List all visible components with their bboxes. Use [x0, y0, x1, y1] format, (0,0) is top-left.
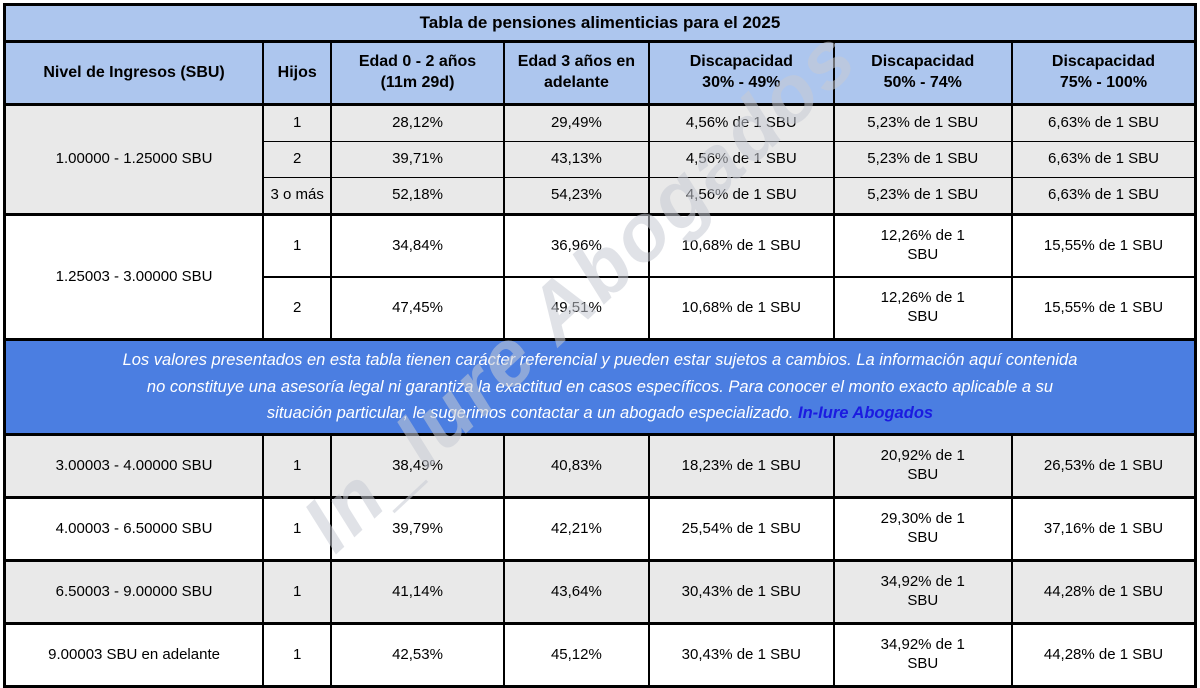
column-header-row: Nivel de Ingresos (SBU) Hijos Edad 0 - 2 a…: [3, 40, 1197, 105]
disc-30-49-cell: 10,68% de 1 SBU: [648, 213, 835, 277]
edad-0-2-cell: 47,45%: [330, 276, 505, 340]
column-header-edad-0-2: Edad 0 - 2 años (11m 29d): [330, 40, 505, 105]
edad-0-2-cell: 41,14%: [330, 559, 505, 624]
disc-75-100-cell: 44,28% de 1 SBU: [1010, 622, 1197, 687]
edad-3-cell: 40,83%: [502, 433, 651, 498]
disc-75-100-cell: 6,63% de 1 SBU: [1010, 141, 1197, 178]
column-header-income: Nivel de Ingresos (SBU): [3, 40, 265, 105]
page-title: Tabla de pensiones alimenticias para el …: [3, 4, 1197, 42]
income-range-cell: 3.00003 - 4.00000 SBU: [3, 433, 265, 498]
table-row: 6.50003 - 9.00000 SBU 1 41,14% 43,64% 30,43%…: [3, 559, 1197, 624]
disc-50-74-cell: 20,92% de 1 SBU: [832, 433, 1013, 498]
disc-75-100-cell: 26,53% de 1 SBU: [1010, 433, 1197, 498]
edad-3-cell: 29,49%: [502, 103, 651, 142]
disc-50-74-cell: 5,23% de 1 SBU: [832, 141, 1013, 178]
disc-30-49-cell: 4,56% de 1 SBU: [648, 141, 835, 178]
disclaimer-band: Los valores presentados en esta tabla ti…: [3, 338, 1197, 435]
column-header-disc-50-74: Discapacidad 50% - 74%: [832, 40, 1013, 105]
disclaimer-line-3-text: situación particular, le sugerimos conta…: [266, 404, 794, 423]
hijos-cell: 2: [262, 276, 333, 340]
edad-3-cell: 54,23%: [502, 177, 651, 215]
edad-3-cell: 45,12%: [502, 622, 651, 687]
edad-3-cell: 42,21%: [502, 496, 651, 561]
disclaimer-line-1: Los valores presentados en esta tabla ti…: [122, 351, 1078, 370]
hijos-cell: 1: [262, 622, 333, 687]
hijos-cell: 1: [262, 103, 333, 142]
column-header-disc-75-100: Discapacidad 75% - 100%: [1010, 40, 1197, 105]
income-range-cell: 6.50003 - 9.00000 SBU: [3, 559, 265, 624]
column-header-edad-3: Edad 3 años en adelante: [502, 40, 651, 105]
table-row: 3.00003 - 4.00000 SBU 1 38,49% 40,83% 18,23%…: [3, 433, 1197, 498]
disc-30-49-cell: 30,43% de 1 SBU: [648, 622, 835, 687]
hijos-cell: 1: [262, 496, 333, 561]
title-row: Tabla de pensiones alimenticias para el …: [3, 4, 1197, 42]
disc-75-100-cell: 15,55% de 1 SBU: [1010, 213, 1197, 277]
table-row: 9.00003 SBU en adelante 1 42,53% 45,12% 30,4…: [3, 622, 1197, 687]
column-header-hijos: Hijos: [262, 40, 333, 105]
table-row: 3 o más 52,18% 54,23% 4,56% de 1 SBU 5,23% d…: [5, 177, 1197, 215]
hijos-cell: 2: [262, 141, 333, 178]
pension-table-sheet: Tabla de pensiones alimenticias para el …: [3, 3, 1197, 688]
disc-50-74-cell: 12,26% de 1 SBU: [832, 276, 1013, 340]
disclaimer-row: Los valores presentados en esta tabla ti…: [3, 338, 1197, 435]
disc-75-100-cell: 37,16% de 1 SBU: [1010, 496, 1197, 561]
edad-3-cell: 49,51%: [502, 276, 651, 340]
disc-30-49-cell: 25,54% de 1 SBU: [648, 496, 835, 561]
table-row: 4.00003 - 6.50000 SBU 1 39,79% 42,21% 25,54%…: [3, 496, 1197, 561]
income-range-cell: 1.25003 - 3.00000 SBU: [3, 213, 265, 340]
disc-30-49-cell: 30,43% de 1 SBU: [648, 559, 835, 624]
edad-0-2-cell: 39,71%: [330, 141, 505, 178]
disc-50-74-cell: 34,92% de 1 SBU: [832, 622, 1013, 687]
disc-50-74-cell: 29,30% de 1 SBU: [832, 496, 1013, 561]
hijos-cell: 3 o más: [262, 177, 333, 215]
disclaimer-line-2: no constituye una asesoría legal ni gara…: [146, 377, 1054, 396]
disclaimer-line-3: situación particular, le sugerimos conta…: [14, 400, 1186, 426]
disc-75-100-cell: 6,63% de 1 SBU: [1010, 177, 1197, 215]
disc-50-74-cell: 5,23% de 1 SBU: [832, 177, 1013, 215]
edad-3-cell: 36,96%: [502, 213, 651, 277]
disc-75-100-cell: 44,28% de 1 SBU: [1010, 559, 1197, 624]
disc-30-49-cell: 4,56% de 1 SBU: [648, 177, 835, 215]
edad-3-cell: 43,64%: [502, 559, 651, 624]
table-row: 1.25003 - 3.00000 SBU 1 34,84% 36,96% 10,68%…: [3, 213, 1197, 340]
table-row: 2 39,71% 43,13% 4,56% de 1 SBU 5,23% de 1 SB…: [5, 141, 1197, 178]
edad-0-2-cell: 52,18%: [330, 177, 505, 215]
disc-50-74-cell: 12,26% de 1 SBU: [832, 213, 1013, 277]
disc-30-49-cell: 4,56% de 1 SBU: [648, 103, 835, 142]
pension-table: Tabla de pensiones alimenticias para el …: [3, 3, 1197, 688]
income-range-cell: 9.00003 SBU en adelante: [3, 622, 265, 687]
disc-75-100-cell: 6,63% de 1 SBU: [1010, 103, 1197, 142]
disc-50-74-cell: 5,23% de 1 SBU: [832, 103, 1013, 142]
hijos-cell: 1: [262, 213, 333, 277]
income-range-cell: 1.00000 - 1.25000 SBU: [3, 103, 265, 215]
edad-0-2-cell: 34,84%: [330, 213, 505, 277]
table-row: 2 47,45% 49,51% 10,68% de 1 SBU 12,26% de 1 …: [5, 276, 1197, 340]
edad-0-2-cell: 28,12%: [330, 103, 505, 142]
hijos-cell: 1: [262, 559, 333, 624]
table-row: 1.00000 - 1.25000 SBU 1 28,12% 29,49% 4,56% …: [3, 103, 1197, 215]
edad-0-2-cell: 39,79%: [330, 496, 505, 561]
edad-0-2-cell: 38,49%: [330, 433, 505, 498]
edad-0-2-cell: 42,53%: [330, 622, 505, 687]
disc-30-49-cell: 18,23% de 1 SBU: [648, 433, 835, 498]
column-header-disc-30-49: Discapacidad 30% - 49%: [648, 40, 835, 105]
income-range-cell: 4.00003 - 6.50000 SBU: [3, 496, 265, 561]
disc-30-49-cell: 10,68% de 1 SBU: [648, 276, 835, 340]
hijos-cell: 1: [262, 433, 333, 498]
edad-3-cell: 43,13%: [502, 141, 651, 178]
disc-50-74-cell: 34,92% de 1 SBU: [832, 559, 1013, 624]
disc-75-100-cell: 15,55% de 1 SBU: [1010, 276, 1197, 340]
in-iure-abogados-link[interactable]: In-Iure Abogados: [798, 404, 934, 423]
